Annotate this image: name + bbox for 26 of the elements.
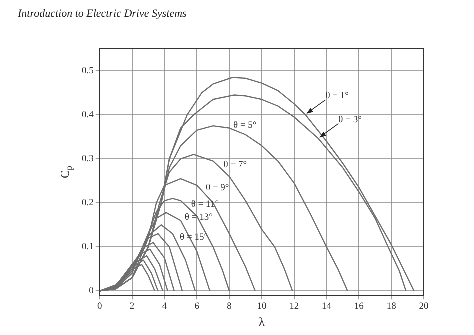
annotation: θ = 3° xyxy=(338,115,362,126)
x-tick-label: 14 xyxy=(322,302,332,312)
x-tick-label: 6 xyxy=(194,302,200,312)
x-tick-label: 4 xyxy=(162,302,168,312)
x-axis-title: λ xyxy=(259,314,266,329)
x-tick-label: 20 xyxy=(419,302,429,312)
y-tick-label: 0.3 xyxy=(82,154,94,165)
y-tick-label: 0.1 xyxy=(82,242,94,253)
text: Introduction to Electric Drive Systems xyxy=(18,8,187,20)
y-tick-label: 0.4 xyxy=(82,110,94,121)
y-axis-title: Cp xyxy=(58,166,74,179)
y-tick-label: 0 xyxy=(89,286,94,297)
x-tick-label: 18 xyxy=(386,302,397,312)
annotation: θ = 7° xyxy=(224,160,248,170)
annotation: θ = 13° xyxy=(184,213,214,224)
annotation: θ = 1° xyxy=(326,92,350,102)
x-tick-label: 0 xyxy=(98,302,102,312)
y-tick-label: 0.2 xyxy=(82,198,94,209)
x-tick-label: 16 xyxy=(354,302,364,312)
x-tick-label: 10 xyxy=(257,302,267,312)
annotation: θ = 5° xyxy=(234,120,257,131)
y-tick-label: 0.5 xyxy=(82,66,94,77)
x-tick-label: 2 xyxy=(130,302,135,312)
x-tick-label: 12 xyxy=(290,302,300,312)
annotation: θ = 9° xyxy=(206,183,230,194)
x-tick-label: 8 xyxy=(227,302,232,312)
